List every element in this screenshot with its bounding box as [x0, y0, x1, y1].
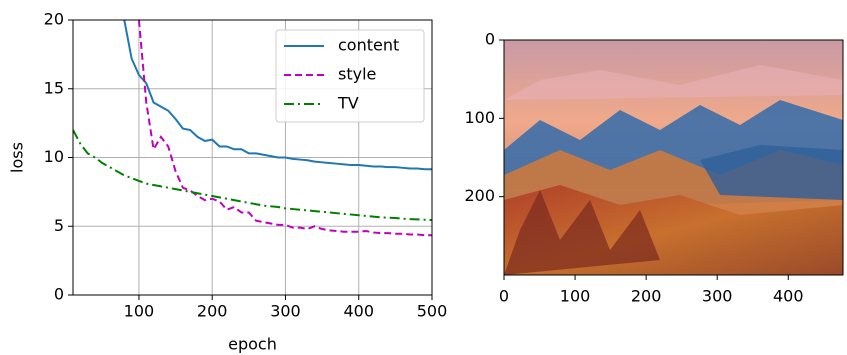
legend-label: style [338, 65, 376, 84]
y-tick-label: 0 [54, 285, 64, 304]
x-tick-label: 100 [560, 287, 591, 306]
legend-label: TV [337, 94, 359, 113]
series-line [73, 129, 432, 222]
y-tick-label: 100 [464, 108, 495, 127]
x-tick-label: 300 [270, 302, 301, 321]
x-axis-label: epoch [228, 335, 277, 354]
x-tick-label: 0 [499, 287, 509, 306]
x-tick-label: 500 [417, 302, 448, 321]
y-tick-label: 0 [485, 30, 495, 49]
y-tick-label: 10 [44, 147, 64, 166]
y-tick-label: 15 [44, 78, 64, 97]
plot-lines [73, 20, 432, 237]
series-line [123, 20, 432, 171]
axes-frame [72, 19, 433, 296]
y-tick-label: 5 [54, 216, 64, 235]
y-tick-label: 200 [464, 186, 495, 205]
image [504, 40, 843, 275]
x-tick-label: 300 [702, 287, 733, 306]
y-axis-label: loss [8, 142, 27, 173]
x-tick-label: 400 [343, 302, 374, 321]
x-tick-label: 100 [124, 302, 155, 321]
legend-label: content [338, 36, 399, 55]
x-tick-label: 200 [197, 302, 228, 321]
image-frame [503, 39, 844, 276]
x-tick-label: 200 [631, 287, 662, 306]
x-tick-label: 400 [773, 287, 804, 306]
y-tick-label: 20 [44, 10, 64, 29]
legend-box [275, 29, 425, 123]
